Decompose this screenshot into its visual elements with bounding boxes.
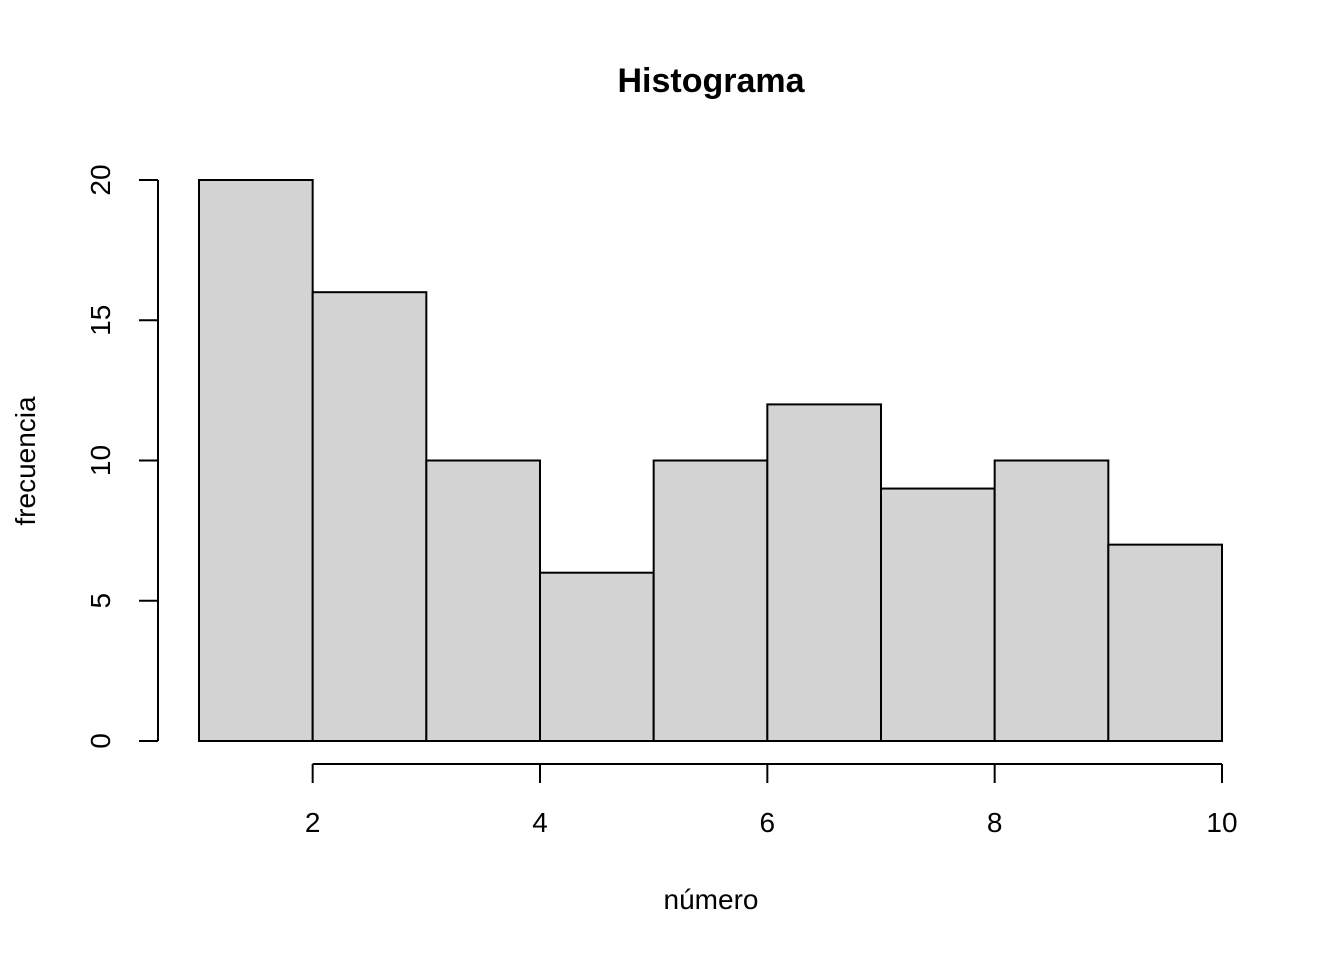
x-tick-label: 6: [760, 807, 776, 838]
x-axis: 2 4 6 8 10: [305, 763, 1238, 838]
y-tick-label: 0: [85, 733, 116, 749]
y-axis: 0 5 10 15 20: [85, 164, 159, 749]
histogram-bar: [198, 179, 314, 742]
y-axis-label: frecuencia: [10, 396, 41, 526]
histogram-bar: [766, 403, 882, 742]
x-tick-label: 10: [1206, 807, 1237, 838]
y-tick-label: 20: [85, 164, 116, 195]
y-tick-label: 15: [85, 305, 116, 336]
histogram-bar: [311, 291, 428, 742]
chart-title: Histograma: [617, 62, 805, 100]
histogram-bar: [993, 459, 1110, 742]
y-tick-label: 5: [85, 593, 116, 609]
histogram-bar: [880, 487, 996, 742]
x-tick-label: 2: [305, 807, 321, 838]
y-tick-label: 10: [85, 445, 116, 476]
bars-group: [198, 179, 1224, 743]
x-axis-label: número: [664, 884, 759, 915]
x-tick-label: 8: [987, 807, 1003, 838]
histogram-bar: [425, 459, 542, 742]
histogram-bar: [539, 571, 655, 743]
histogram-bar: [1107, 543, 1224, 743]
histogram-bar: [652, 459, 769, 742]
x-tick-label: 4: [532, 807, 548, 838]
